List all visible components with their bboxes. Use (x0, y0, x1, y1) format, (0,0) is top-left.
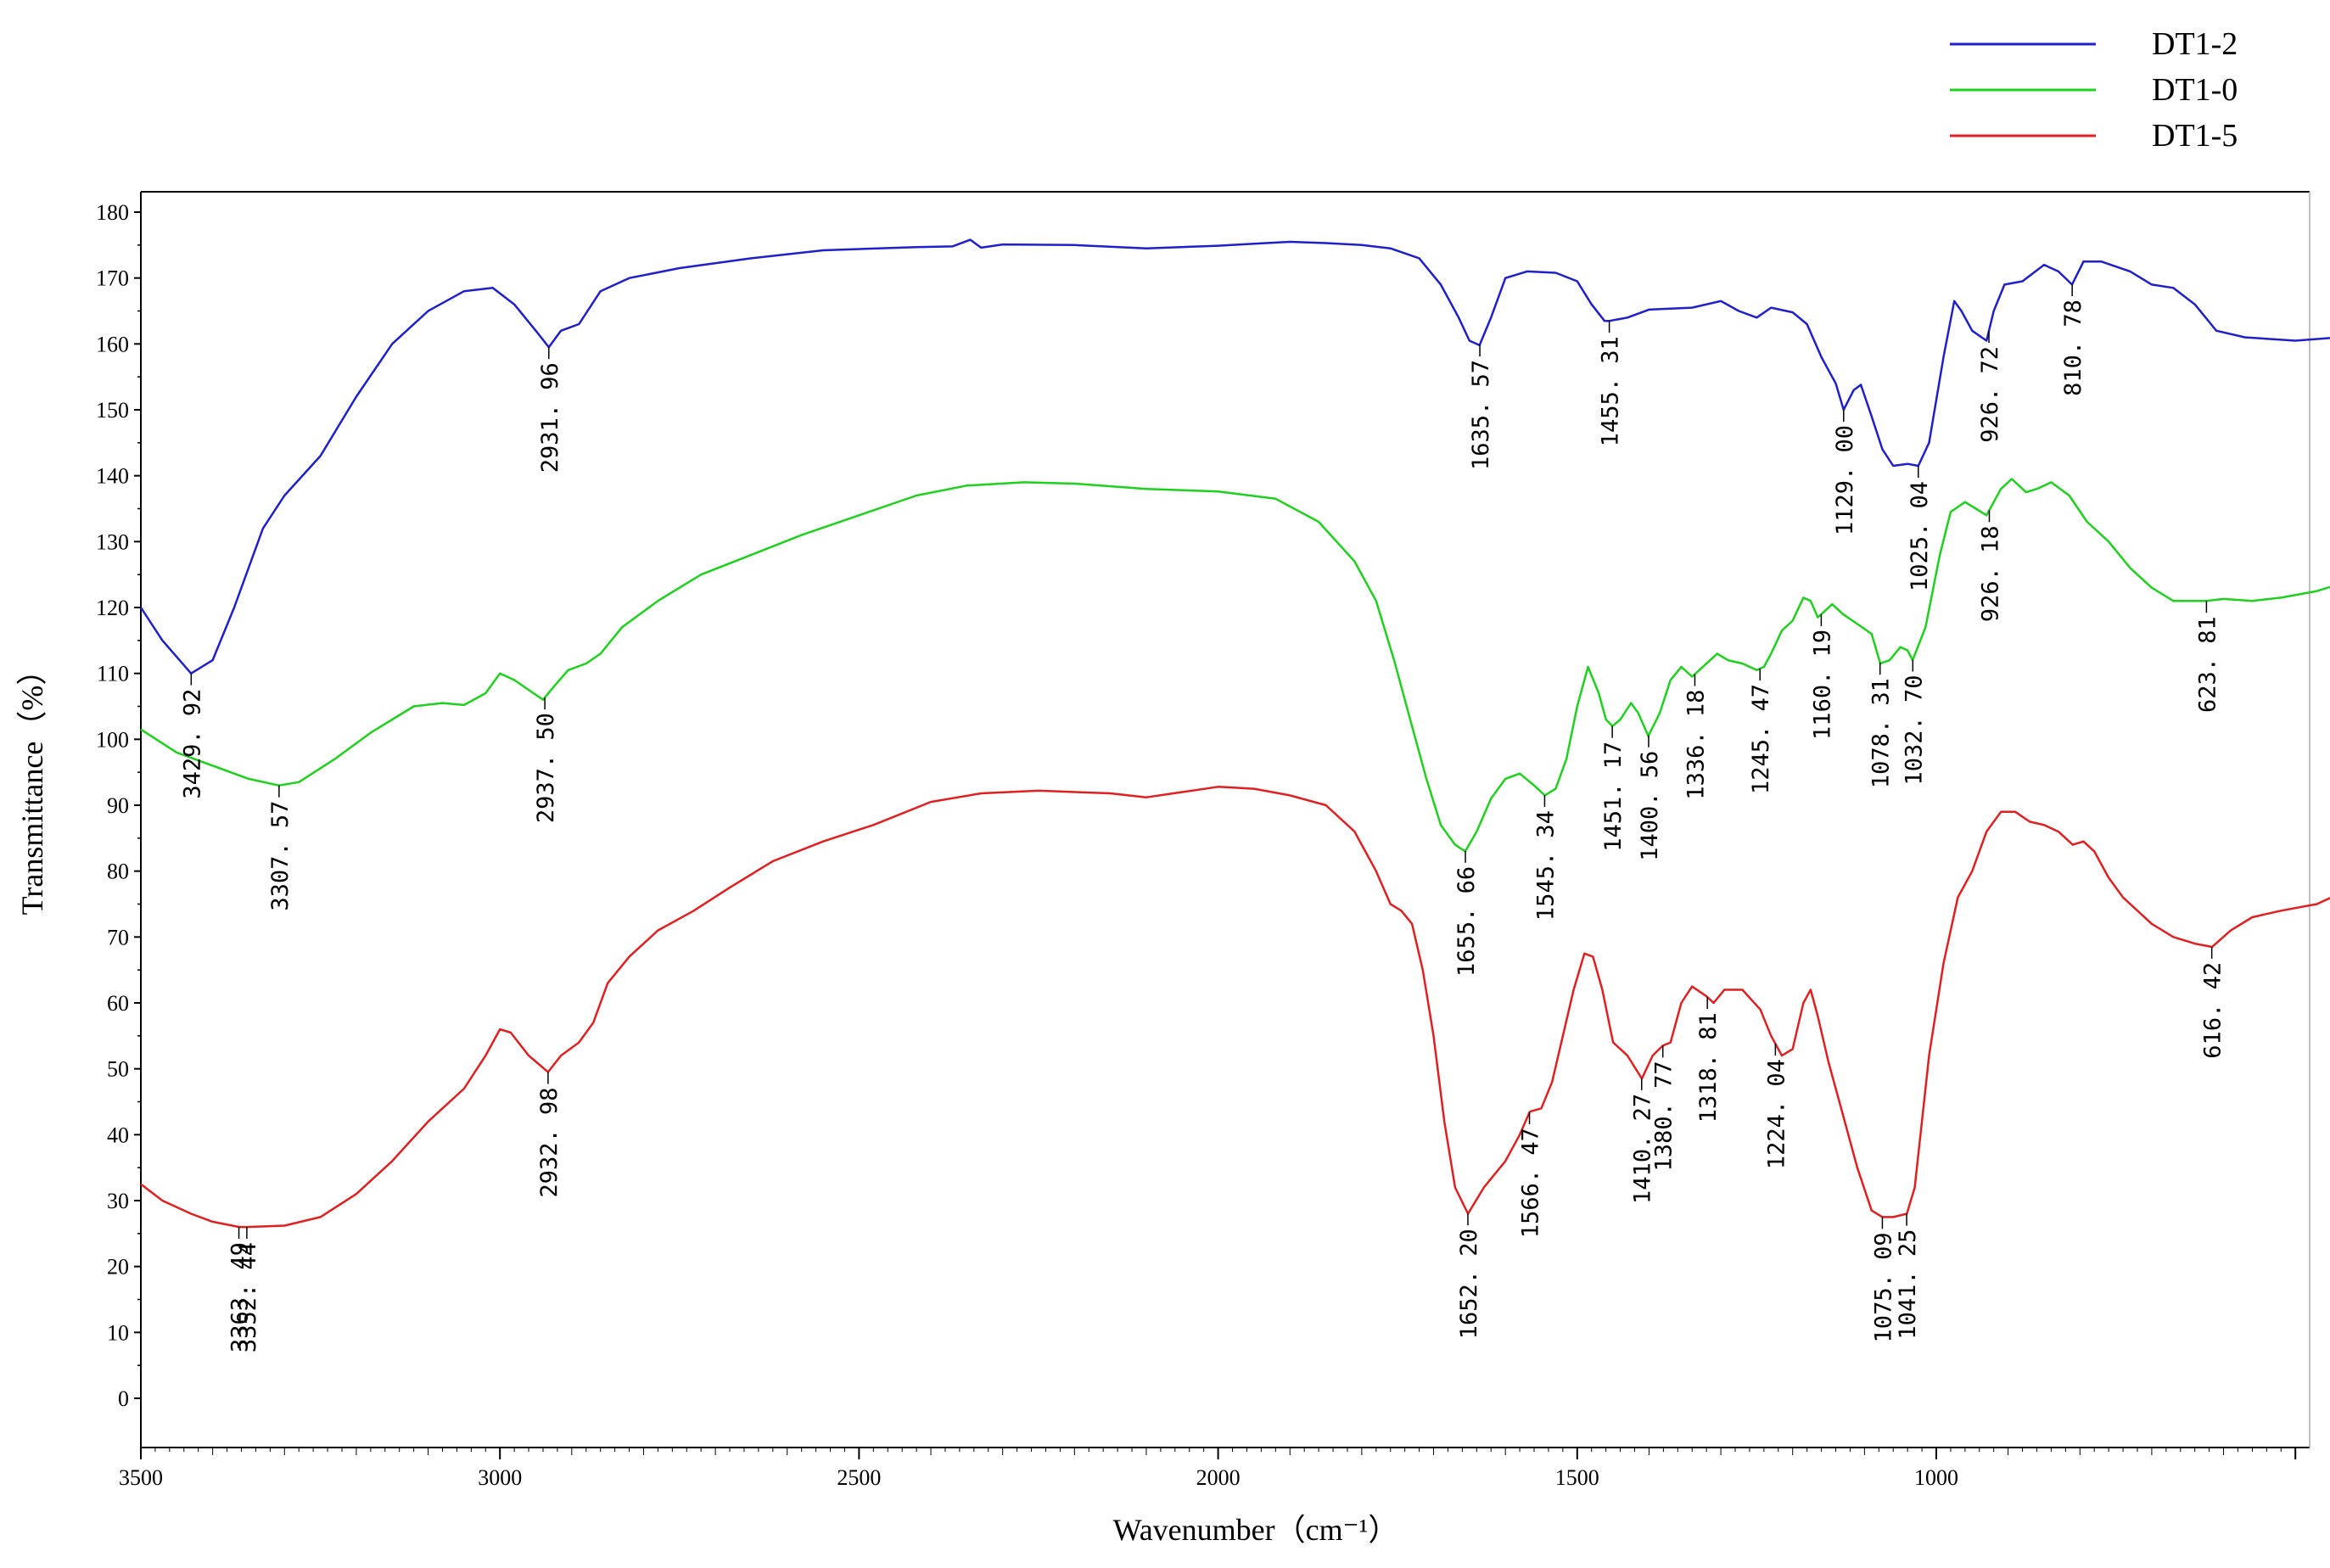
peak-label: 1041. 25 (1895, 1229, 1921, 1340)
y-axis-ticks: 0 10 20 30 40 50 60 70 80 90 100 110 120 130 140 150 160… (96, 200, 141, 1411)
peak-label: 1032. 70 (1901, 675, 1927, 786)
y-tick-label: 0 (118, 1386, 129, 1411)
series-line-dt1-5 (140, 786, 2330, 1229)
x-tick-label: 2500 (837, 1465, 881, 1490)
y-tick-label: 140 (96, 464, 129, 489)
y-tick-label: 30 (107, 1189, 129, 1213)
x-tick-label: 1500 (1555, 1465, 1599, 1490)
y-tick-label: 40 (107, 1123, 129, 1147)
y-tick-label: 130 (96, 529, 129, 554)
peak-annotations: 3429. 92 2931. 96 1635. 57 1455. 31 1129. 00… (179, 284, 2226, 1352)
peak-label: 1410. 27 (1630, 1094, 1656, 1204)
x-axis-ticks: 3500 3000 2500 2000 1500 1000 (119, 1448, 2297, 1490)
peak-label: 2932. 98 (536, 1088, 563, 1198)
peak-label: 1075. 09 (1870, 1232, 1896, 1342)
y-tick-label: 180 (96, 200, 129, 225)
x-tick-label: 3500 (119, 1465, 163, 1490)
x-tick-label: 1000 (1914, 1465, 1958, 1490)
legend-label: DT1-5 (2152, 118, 2238, 154)
x-tick-label: 2000 (1196, 1465, 1241, 1490)
peak-label: 623. 81 (2194, 616, 2221, 713)
y-axis-title: Transmittance（%） (15, 655, 49, 916)
y-tick-label: 90 (107, 793, 129, 818)
peak-label: 1451. 17 (1600, 742, 1627, 852)
peak-label: 3429. 92 (179, 689, 205, 799)
peak-label: 1336. 18 (1683, 690, 1710, 800)
peak-label: 1635. 57 (1468, 360, 1494, 470)
x-tick-label: 3000 (478, 1465, 522, 1490)
peak-label: 1400. 56 (1637, 751, 1663, 861)
peak-label: 1245. 47 (1748, 684, 1774, 794)
peak-label: 1224. 04 (1763, 1059, 1790, 1169)
peak-label: 1078. 31 (1868, 678, 1895, 788)
plot-frame (140, 191, 2310, 1448)
y-tick-label: 60 (107, 991, 129, 1016)
peak-label: 926. 72 (1977, 346, 2003, 443)
peak-label: 1455. 31 (1598, 336, 1624, 446)
peak-label: 1160. 19 (1809, 630, 1835, 740)
peak-label: 926. 18 (1978, 525, 2004, 622)
peak-label: 1025. 04 (1907, 481, 1933, 591)
legend: DT1-2 DT1-0 DT1-5 (1950, 26, 2238, 154)
series-line-dt1-0 (140, 478, 2330, 853)
y-tick-label: 80 (107, 860, 129, 884)
peak-label: 3307. 57 (267, 801, 294, 911)
x-axis-title: Wavenumber（cm⁻¹） (1113, 1513, 1399, 1547)
peak-label: 1129. 00 (1832, 425, 1858, 535)
peak-label: 616. 42 (2200, 962, 2226, 1059)
legend-label: DT1-2 (2152, 26, 2238, 62)
y-tick-label: 150 (96, 398, 129, 423)
y-tick-label: 170 (96, 266, 129, 291)
y-tick-label: 120 (96, 596, 129, 620)
y-tick-label: 20 (107, 1255, 129, 1280)
peak-label: 2937. 50 (533, 713, 559, 823)
y-tick-label: 10 (107, 1320, 129, 1345)
y-tick-label: 70 (107, 925, 129, 949)
peak-label: 1545. 34 (1532, 810, 1559, 921)
y-tick-label: 110 (97, 662, 129, 686)
peak-label: 2931. 96 (537, 362, 563, 473)
peak-label: 1318. 81 (1695, 1012, 1722, 1123)
peak-label: 1380. 77 (1651, 1061, 1677, 1171)
legend-label: DT1-0 (2152, 72, 2238, 108)
peak-label: 1655. 66 (1453, 866, 1480, 977)
peak-label: 1566. 47 (1518, 1128, 1544, 1238)
peak-label: 1652. 20 (1456, 1229, 1482, 1339)
peak-label: 3352. 44 (235, 1242, 261, 1352)
peak-label: 3363. 49 (227, 1242, 254, 1352)
y-tick-label: 160 (96, 332, 129, 356)
y-tick-label: 50 (107, 1057, 129, 1082)
y-tick-label: 100 (96, 727, 129, 752)
peak-label: 810. 78 (2060, 300, 2086, 396)
